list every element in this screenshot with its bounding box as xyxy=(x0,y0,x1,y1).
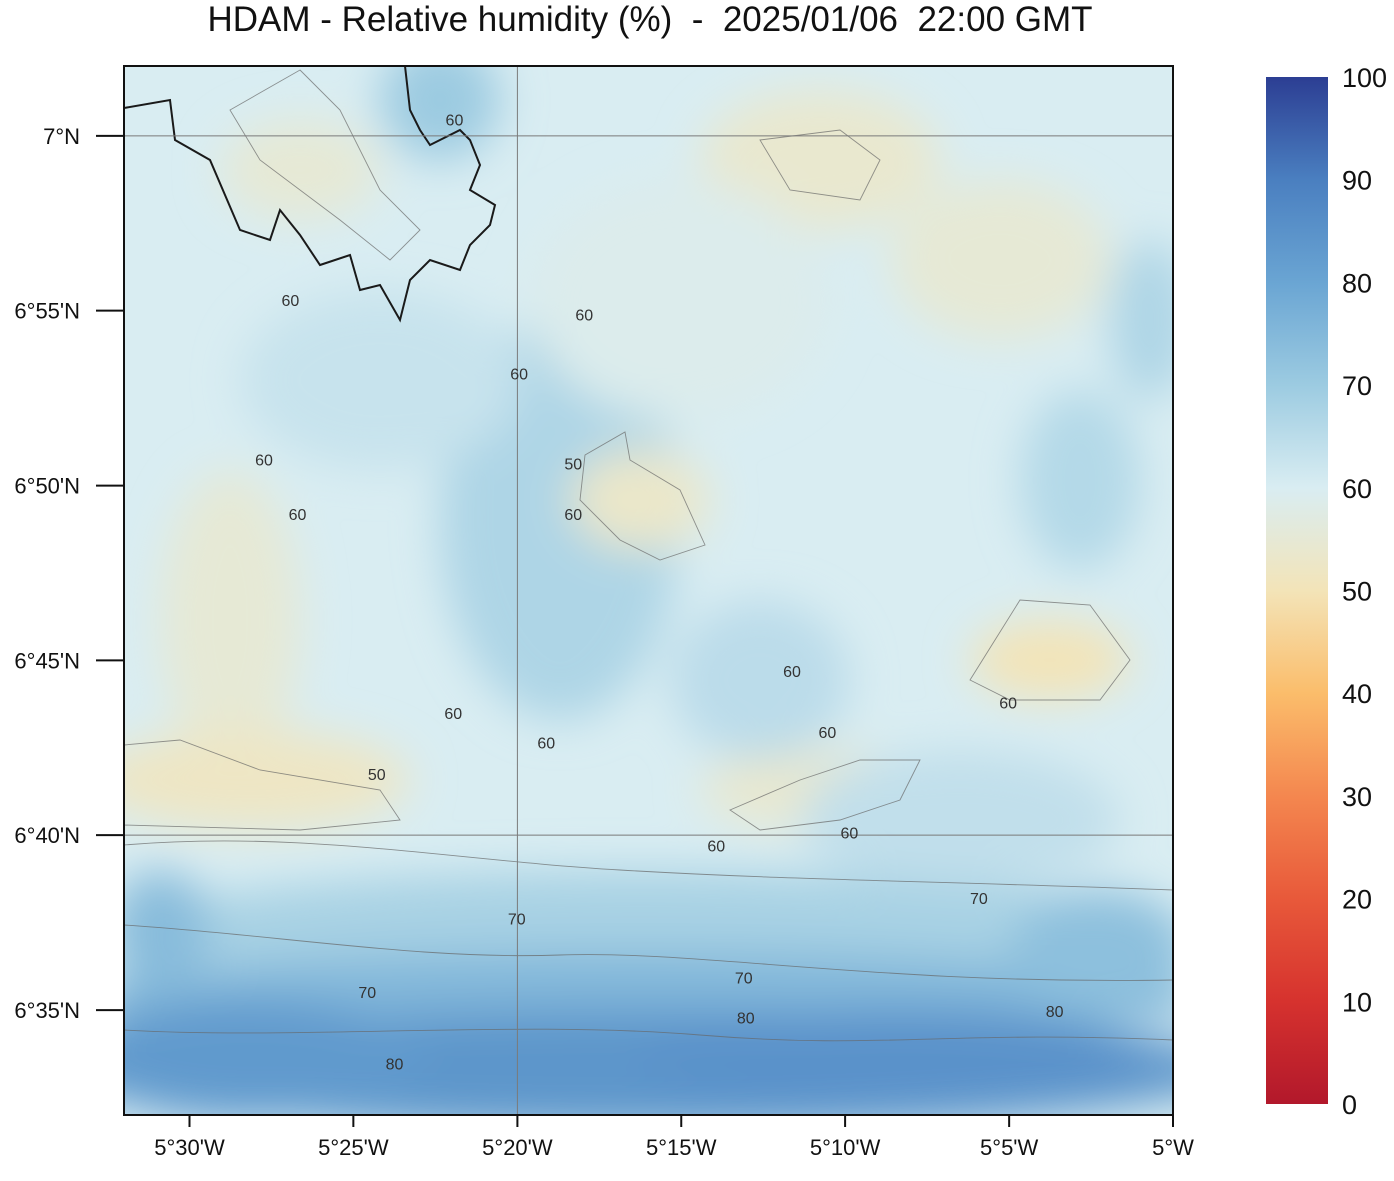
contour-line-7 xyxy=(759,129,881,201)
field-patch-22 xyxy=(124,870,210,990)
contour-label-4: 60 xyxy=(255,452,273,469)
contour-line-1 xyxy=(124,924,1173,981)
field-patch-14 xyxy=(530,180,830,420)
axes: 5°30'W 5°25'W 5°20'W 5°15'W 5°10'W 5°5'W 5°W 7°… xyxy=(14,124,1194,1160)
contour-label-2: 60 xyxy=(510,366,528,383)
contour-label-11: 60 xyxy=(707,838,725,855)
contour-label-1: 60 xyxy=(282,293,300,310)
contour-line-4 xyxy=(969,599,1131,701)
field-patch-1 xyxy=(240,290,520,470)
colorbar-tick-label-3: 70 xyxy=(1342,371,1372,401)
contour-labels: 60 60 60 60 60 60 50 60 60 60 50 60 60 60 60 60 70 70 70 70… xyxy=(255,112,1063,1073)
colorbar-gradient xyxy=(1266,77,1328,1104)
x-tick-label-1: 5°25'W xyxy=(318,1135,389,1160)
contour-label-9: 60 xyxy=(537,736,555,753)
contour-line-6 xyxy=(124,739,401,831)
colorbar-tick-label-8: 20 xyxy=(1342,885,1372,915)
contour-label-8: 60 xyxy=(444,706,462,723)
colorbar-tick-label-5: 50 xyxy=(1342,577,1372,607)
field-patch-10 xyxy=(1110,240,1173,400)
y-tick-label-2: 6°50'N xyxy=(14,474,80,499)
y-tick-label-4: 6°40'N xyxy=(14,823,80,848)
colorbar-tick-label-0: 100 xyxy=(1342,63,1387,93)
field-patch-19 xyxy=(124,1000,430,1115)
contour-lines xyxy=(124,69,1173,1042)
contour-label-5: 60 xyxy=(289,507,307,524)
colorbar-tick-label-7: 30 xyxy=(1342,782,1372,812)
field-patch-3 xyxy=(124,730,410,830)
map-title: HDAM - Relative humidity (%) - 2025/01/0… xyxy=(207,0,1093,39)
field-patch-6 xyxy=(890,180,1110,340)
colorbar-tick-label-6: 40 xyxy=(1342,679,1372,709)
humidity-map: 60 60 60 60 60 60 50 60 60 60 50 60 60 60 60 60 70 70 70 70… xyxy=(14,65,1194,1160)
map-frame xyxy=(123,65,1174,1116)
x-tick-label-6: 5°W xyxy=(1152,1135,1194,1160)
contour-label-13: 60 xyxy=(819,725,837,742)
contour-label-21: 80 xyxy=(737,1010,755,1027)
contour-line-0 xyxy=(124,840,1173,891)
field-patch-4 xyxy=(570,450,710,550)
contour-line-2 xyxy=(124,1028,1173,1042)
contour-line-8 xyxy=(229,69,421,261)
colorbar-tick-label-2: 80 xyxy=(1342,268,1372,298)
contour-label-6: 50 xyxy=(564,456,582,473)
colorbar-tick-label-1: 90 xyxy=(1342,166,1372,196)
x-tick-label-5: 5°5'W xyxy=(980,1135,1038,1160)
contour-label-16: 70 xyxy=(508,912,526,929)
field-patches xyxy=(124,66,1173,1115)
x-tick-label-4: 5°10'W xyxy=(810,1135,881,1160)
x-tick-label-2: 5°20'W xyxy=(482,1135,553,1160)
field-patch-21 xyxy=(1010,890,1173,1010)
contour-label-18: 70 xyxy=(735,970,753,987)
contour-label-19: 70 xyxy=(970,891,988,908)
humidity-field xyxy=(124,66,1173,1115)
contour-label-15: 60 xyxy=(999,696,1017,713)
y-tick-label-5: 6°35'N xyxy=(14,998,80,1023)
field-patch-5 xyxy=(700,90,940,230)
field-patch-15 xyxy=(800,750,1120,890)
contour-line-3 xyxy=(579,431,706,561)
contour-label-12: 60 xyxy=(783,664,801,681)
contour-line-5 xyxy=(729,759,921,831)
contour-label-10: 50 xyxy=(368,767,386,784)
contour-label-0: 60 xyxy=(446,112,464,129)
y-tick-label-0: 7°N xyxy=(43,124,80,149)
field-patch-12 xyxy=(380,66,500,160)
colorbar-tick-label-10: 0 xyxy=(1342,1090,1357,1120)
field-patch-20 xyxy=(640,1010,1160,1110)
x-tick-label-3: 5°15'W xyxy=(646,1135,717,1160)
field-patch-11 xyxy=(670,600,850,760)
field-patch-2 xyxy=(160,470,300,770)
x-tick-label-0: 5°30'W xyxy=(154,1135,225,1160)
y-tick-label-1: 6°55'N xyxy=(14,299,80,324)
contour-label-20: 80 xyxy=(386,1056,404,1073)
field-patch-9 xyxy=(1020,390,1140,570)
field-patch-13 xyxy=(220,120,380,220)
contour-label-22: 80 xyxy=(1046,1004,1064,1021)
field-patch-7 xyxy=(970,620,1130,700)
contour-label-3: 60 xyxy=(575,308,593,325)
colorbar-tick-label-4: 60 xyxy=(1342,474,1372,504)
gridlines xyxy=(124,66,1173,1115)
contour-label-7: 60 xyxy=(564,507,582,524)
contour-label-17: 70 xyxy=(358,985,376,1002)
y-tick-label-3: 6°45'N xyxy=(14,648,80,673)
contour-label-14: 60 xyxy=(841,826,859,843)
country-border xyxy=(124,66,497,323)
colorbar-tick-label-9: 10 xyxy=(1342,987,1372,1017)
